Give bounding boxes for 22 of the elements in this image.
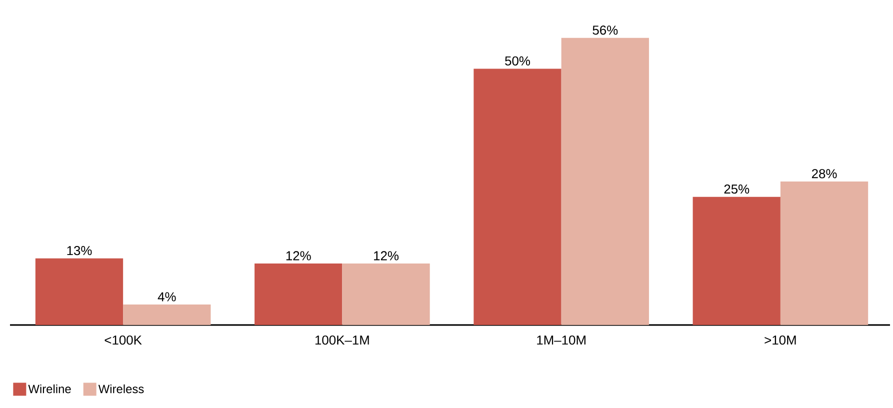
data-label: 25% — [724, 184, 750, 194]
bar — [780, 181, 868, 325]
bar — [254, 263, 342, 325]
x-tick-label: >10M — [764, 336, 796, 345]
data-label: 12% — [374, 251, 399, 260]
bar — [474, 68, 562, 325]
data-label: 4% — [158, 292, 176, 302]
bar — [35, 258, 124, 325]
x-tick-label: 1M–10M — [537, 336, 586, 345]
legend-label: Wireline — [28, 384, 71, 394]
data-label: 13% — [67, 246, 92, 256]
x-tick-label: <100K — [104, 336, 142, 345]
data-label: 56% — [592, 26, 618, 35]
bar — [123, 304, 211, 325]
bar — [561, 38, 649, 325]
legend-label: Wireless — [98, 384, 144, 394]
data-label: 28% — [812, 169, 837, 178]
data-label: 50% — [505, 56, 530, 66]
bar — [342, 263, 430, 325]
bar — [692, 196, 780, 325]
x-tick-label: 100K–1M — [315, 336, 369, 345]
data-label: 12% — [286, 251, 311, 260]
